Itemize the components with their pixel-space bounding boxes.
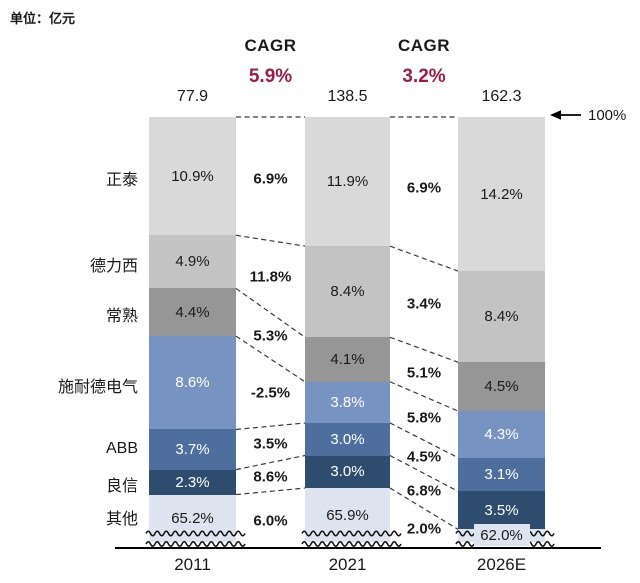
- bar-segment: 8.4%: [458, 271, 545, 363]
- break-squiggle: [455, 540, 475, 548]
- cagr-value: 5.9%: [248, 66, 293, 87]
- segment-cagr-label: 5.8%: [406, 409, 442, 427]
- bar-segment: 3.0%: [305, 422, 390, 456]
- category-label-7: 其他: [105, 511, 138, 529]
- bar-segment: 4.1%: [305, 337, 390, 382]
- other-share-floating-label: 62.0%: [473, 524, 530, 546]
- category-label-4: 施耐德电气: [57, 378, 138, 396]
- bar-total: 138.5: [327, 88, 368, 105]
- bar-column: 11.9% 8.4% 4.1% 3.8% 3.0% 3.0% 65.9%: [305, 117, 390, 542]
- segment-label: 8.4%: [484, 308, 519, 326]
- hundred-percent-label: 100%: [588, 107, 627, 124]
- bar-segment: 3.5%: [458, 491, 545, 530]
- x-axis-label: 2011: [174, 555, 211, 574]
- bar-segment: 65.9%: [305, 488, 390, 542]
- segment-cagr-label: 6.8%: [406, 482, 442, 500]
- segment-cagr-label: 6.0%: [253, 512, 288, 530]
- segment-cagr-label: 6.9%: [406, 179, 442, 197]
- segment-label: 10.9%: [171, 167, 214, 185]
- connector-line: [235, 422, 306, 431]
- segment-cagr-label: 5.1%: [406, 364, 442, 382]
- category-label-5: ABB: [105, 439, 138, 457]
- bar-segment: 3.0%: [305, 455, 390, 489]
- connector-line: [389, 245, 459, 272]
- unit-label: 单位：亿元: [10, 11, 76, 26]
- category-label-6: 良信: [105, 478, 138, 496]
- segment-label: 11.9%: [326, 173, 369, 191]
- segment-label: 2.3%: [175, 473, 210, 491]
- connector-line: [235, 234, 306, 247]
- category-label-2: 德力西: [89, 257, 138, 275]
- segment-label: 4.1%: [330, 350, 365, 368]
- arrow-left-icon: [550, 110, 561, 120]
- segment-label: 3.7%: [175, 441, 210, 459]
- break-squiggle: [526, 540, 555, 548]
- segment-label: 3.0%: [330, 463, 365, 481]
- bar-segment: 8.4%: [305, 246, 390, 338]
- bar-segment: 3.1%: [458, 457, 545, 492]
- segment-cagr-label: -2.5%: [250, 384, 291, 402]
- break-squiggle: [145, 540, 246, 548]
- segment-cagr-label: 2.0%: [406, 520, 442, 538]
- bar-segment: 4.5%: [458, 362, 545, 412]
- bar-segment: 11.9%: [305, 117, 390, 247]
- segment-label: 65.9%: [326, 506, 369, 524]
- segment-label: 8.4%: [330, 283, 365, 301]
- segment-cagr-label: 5.3%: [253, 327, 288, 345]
- bar-total: 162.3: [481, 88, 522, 105]
- bar-segment: 3.8%: [305, 381, 390, 423]
- segment-cagr-label: 4.5%: [406, 448, 442, 466]
- bar-column: 14.2% 8.4% 4.5% 4.3% 3.1% 3.5%: [458, 117, 545, 542]
- segment-cagr-label: 8.6%: [253, 468, 288, 486]
- segment-label: 4.9%: [175, 253, 210, 271]
- segment-label: 14.2%: [480, 185, 523, 203]
- segment-label: 8.6%: [175, 374, 210, 392]
- bar-segment: 4.9%: [149, 235, 236, 289]
- segment-label: 3.5%: [484, 501, 519, 519]
- segment-cagr-label: 3.4%: [406, 295, 442, 313]
- break-squiggle: [301, 540, 402, 548]
- segment-cagr-label: 3.5%: [253, 435, 288, 453]
- bar-segment: 2.3%: [149, 469, 236, 495]
- bar-segment: 8.6%: [149, 336, 236, 430]
- connector-line: [389, 381, 459, 412]
- segment-label: 65.2%: [171, 509, 214, 527]
- category-label-1: 正泰: [105, 172, 138, 190]
- bar-column: 10.9% 4.9% 4.4% 8.6% 3.7% 2.3% 65.2%: [149, 117, 236, 542]
- segment-label: 4.5%: [484, 378, 519, 396]
- bar-segment: 4.4%: [149, 288, 236, 337]
- segment-label: 3.8%: [330, 393, 365, 411]
- cagr-header: CAGR: [244, 36, 297, 55]
- bar-segment: 14.2%: [458, 117, 545, 272]
- connector-line: [235, 487, 306, 496]
- segment-label: 4.4%: [175, 303, 210, 321]
- category-label-3: 常熟: [105, 308, 138, 326]
- cagr-header: CAGR: [397, 36, 451, 55]
- segment-label: 4.3%: [484, 425, 519, 443]
- cagr-value: 3.2%: [402, 66, 446, 87]
- x-axis-label: 2026E: [476, 555, 527, 574]
- segment-label: 3.1%: [484, 466, 519, 483]
- bar-segment: 10.9%: [149, 117, 236, 236]
- segment-cagr-label: 6.9%: [253, 170, 288, 188]
- segment-label: 3.0%: [330, 430, 365, 448]
- bar-segment: 4.3%: [458, 411, 545, 458]
- x-axis-label: 2021: [328, 555, 367, 574]
- bar-segment: 65.2%: [149, 494, 236, 542]
- bar-total: 77.9: [176, 88, 209, 105]
- connector-line: [389, 336, 459, 363]
- segment-cagr-label: 11.8%: [249, 268, 292, 286]
- bar-segment: 3.7%: [149, 429, 236, 470]
